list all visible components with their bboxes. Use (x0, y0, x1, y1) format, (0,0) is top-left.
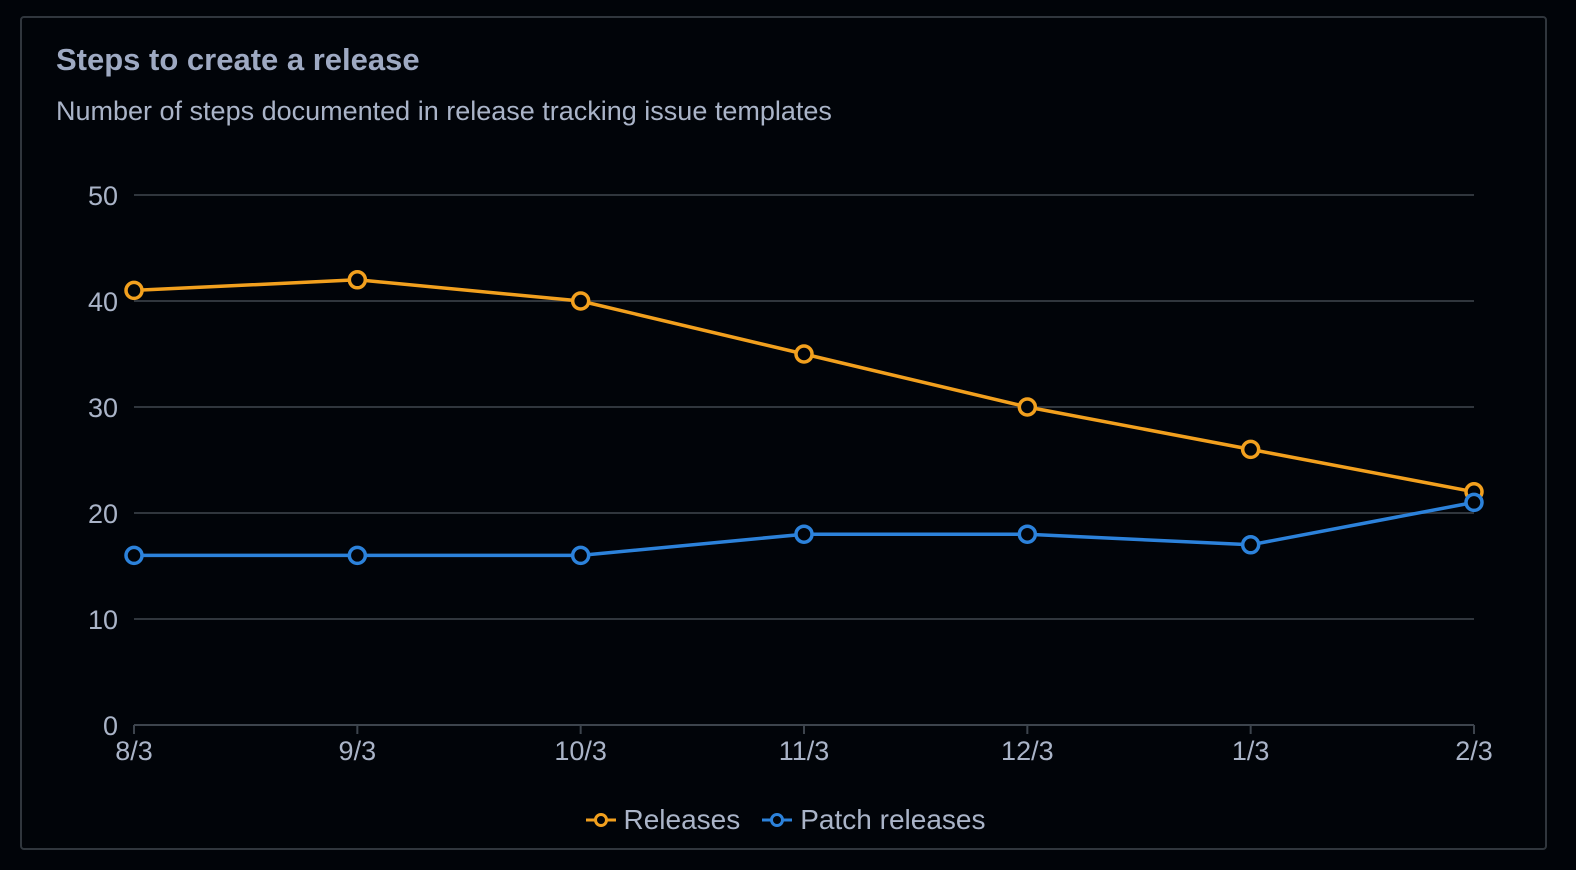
x-tick-label-0: 8/3 (115, 736, 153, 766)
y-tick-label-10: 10 (88, 605, 118, 635)
x-tick-label-1: 9/3 (339, 736, 377, 766)
legend-item-1[interactable]: Patch releases (762, 804, 985, 836)
data-point-1-0 (124, 545, 144, 566)
data-point-1-5 (1240, 535, 1261, 555)
y-tick-label-0: 0 (103, 711, 118, 741)
data-point-1-2 (570, 545, 591, 566)
legend-swatch-1 (762, 813, 793, 827)
data-point-0-4 (1017, 397, 1038, 417)
series-1 (124, 492, 1484, 566)
series (124, 270, 1484, 566)
x-tick-label-3: 11/3 (779, 736, 830, 766)
legend-swatch-marker-0 (593, 813, 608, 827)
data-point-1-6 (1464, 492, 1484, 513)
data-point-1-1 (347, 545, 368, 566)
data-point-0-0 (124, 280, 144, 301)
x-tick-label-2: 10/3 (554, 736, 607, 766)
series-0 (124, 270, 1484, 502)
series-line-0 (133, 278, 1475, 494)
legend-swatch-marker-1 (770, 813, 785, 827)
x-tick-label-5: 1/3 (1232, 736, 1270, 766)
legend-label-1: Patch releases (800, 804, 986, 835)
legend-label-0: Releases (623, 804, 741, 835)
data-point-1-4 (1017, 524, 1038, 544)
grid-lines (134, 194, 1474, 620)
data-point-0-1 (347, 270, 368, 290)
legend-item-0[interactable]: Releases (585, 804, 741, 836)
legend-swatch-0 (585, 813, 616, 827)
x-tick-label-4: 12/3 (1001, 736, 1054, 766)
y-tick-label-40: 40 (88, 287, 118, 317)
data-point-0-5 (1240, 439, 1261, 460)
y-tick-label-30: 30 (88, 393, 118, 423)
chart-title: Steps to create a release (56, 42, 420, 77)
chart-card: Steps to create a release Number of step… (20, 16, 1547, 850)
chart-subtitle: Number of steps documented in release tr… (56, 96, 832, 126)
data-point-0-2 (570, 291, 591, 311)
line-chart: 0 10 20 30 40 50 8/3 9/3 10/3 11/3 12/3 1/3 2/3 (88, 181, 1493, 766)
x-tick-label-6: 2/3 (1455, 736, 1493, 766)
data-point-1-3 (794, 524, 814, 544)
y-tick-label-50: 50 (88, 181, 118, 211)
y-tick-label-20: 20 (88, 499, 118, 529)
axes: 0 10 20 30 40 50 8/3 9/3 10/3 11/3 12/3 1/3 2/3 (88, 181, 1493, 766)
legend: Releases Patch releases (22, 804, 1549, 836)
data-point-0-3 (794, 344, 814, 364)
